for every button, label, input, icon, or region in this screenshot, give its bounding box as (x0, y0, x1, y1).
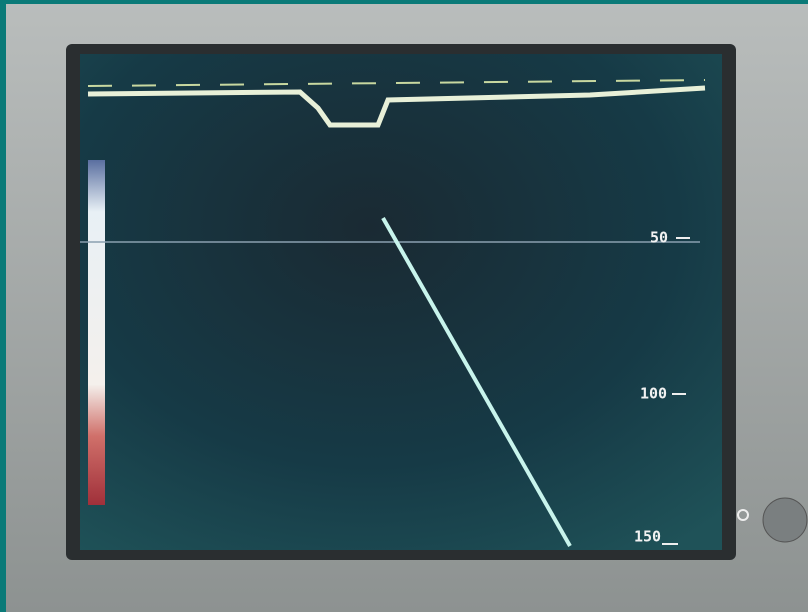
knob-icon (737, 509, 749, 521)
target-track (381, 217, 572, 547)
seabed-trace (87, 85, 706, 128)
control-knob[interactable] (762, 497, 808, 543)
depth-label: 150 (634, 528, 661, 546)
depth-label: 50 (650, 229, 668, 247)
color-scale (88, 160, 105, 505)
depth-label: 100 (640, 385, 667, 403)
screen (80, 54, 722, 550)
header-line (87, 79, 706, 87)
